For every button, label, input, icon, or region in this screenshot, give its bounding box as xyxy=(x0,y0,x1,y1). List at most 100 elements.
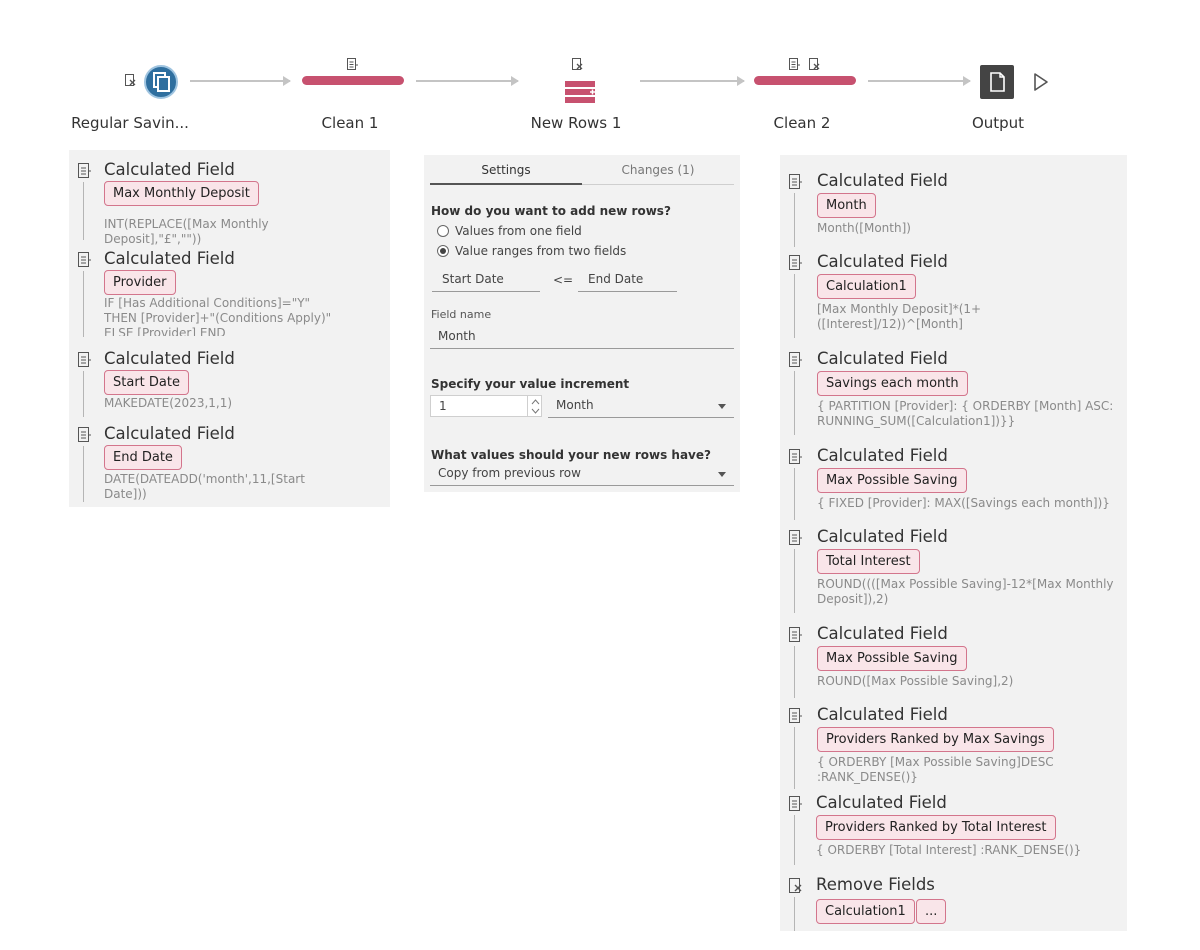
change-step[interactable]: Calculated Field End Date DATE(DATEADD('… xyxy=(69,424,390,504)
step-line xyxy=(794,274,795,338)
calculated-field-icon xyxy=(789,449,802,464)
values-option-value: Copy from previous row xyxy=(438,466,581,480)
field-pill[interactable]: Max Monthly Deposit xyxy=(104,181,259,206)
input-node-label: Regular Savin... xyxy=(71,114,189,132)
calculated-field-icon xyxy=(78,352,91,367)
change-step[interactable]: Calculated Field Max Monthly Deposit INT… xyxy=(69,160,390,246)
change-step[interactable]: Calculated Field Max Possible Saving ROU… xyxy=(780,624,1127,704)
formula-text: MAKEDATE(2023,1,1) xyxy=(104,396,233,410)
radio-value-ranges[interactable] xyxy=(437,245,449,257)
start-field-select[interactable]: Start Date xyxy=(432,268,540,292)
change-step[interactable]: Calculated Field Savings each month { PA… xyxy=(780,349,1127,441)
change-step[interactable]: Remove Fields Calculation1 ... xyxy=(780,875,1127,931)
calculated-field-icon xyxy=(347,58,358,70)
step-line xyxy=(794,193,795,247)
calculated-field-icon xyxy=(789,58,800,70)
field-pill[interactable]: Calculation1 xyxy=(816,899,915,924)
flow-connector xyxy=(868,76,971,86)
clean-1-label: Clean 1 xyxy=(321,114,379,132)
step-title: Calculated Field xyxy=(817,252,948,271)
increment-unit-select[interactable]: Month xyxy=(548,394,734,418)
stepper-divider xyxy=(527,396,528,416)
field-pill[interactable]: Providers Ranked by Max Savings xyxy=(817,727,1054,752)
field-pill[interactable]: Providers Ranked by Total Interest xyxy=(816,815,1056,840)
input-node[interactable] xyxy=(144,65,178,99)
option-two-fields-label: Value ranges from two fields xyxy=(455,244,627,258)
increment-stepper[interactable]: 1 xyxy=(430,395,542,417)
flow-connector xyxy=(190,76,291,86)
values-question: What values should your new rows have? xyxy=(431,448,711,462)
step-line xyxy=(794,468,795,520)
copy-files-icon xyxy=(153,72,170,92)
chevron-down-icon xyxy=(718,472,726,477)
formula-text: DATE(DATEADD('month',11,[Start Date])) xyxy=(104,472,305,501)
change-step[interactable]: Calculated Field Providers Ranked by Max… xyxy=(780,705,1127,793)
field-pill[interactable]: Savings each month xyxy=(817,371,968,396)
change-step[interactable]: Calculated Field Month Month([Month]) xyxy=(780,171,1127,251)
field-pill[interactable]: Max Possible Saving xyxy=(817,468,967,493)
step-title: Calculated Field xyxy=(817,624,948,643)
clean-1-node[interactable] xyxy=(302,76,404,85)
change-step[interactable]: Calculated Field Start Date MAKEDATE(202… xyxy=(69,349,390,419)
step-title: Calculated Field xyxy=(817,349,948,368)
field-pill[interactable]: Provider xyxy=(104,270,176,295)
field-pill[interactable]: Calculation1 xyxy=(817,274,916,299)
change-step[interactable]: Calculated Field Providers Ranked by Tot… xyxy=(780,793,1127,873)
option-one-field-label: Values from one field xyxy=(455,224,582,238)
new-rows-label: New Rows 1 xyxy=(530,114,622,132)
change-step[interactable]: Calculated Field Total Interest ROUND(((… xyxy=(780,527,1127,619)
step-title: Calculated Field xyxy=(816,793,947,812)
output-label: Output xyxy=(971,114,1025,132)
step-title: Calculated Field xyxy=(104,424,235,443)
clean-2-label: Clean 2 xyxy=(773,114,831,132)
step-title: Calculated Field xyxy=(817,527,948,546)
tab-changes[interactable]: Changes (1) xyxy=(582,155,734,185)
formula-text: INT(REPLACE([Max Monthly Deposit],"£",""… xyxy=(104,217,269,246)
remove-fields-icon xyxy=(789,878,802,893)
step-line xyxy=(794,897,795,931)
exclude-icon xyxy=(809,58,820,70)
change-step[interactable]: Calculated Field Max Possible Saving { F… xyxy=(780,446,1127,526)
range-operator: <= xyxy=(553,273,574,287)
document-icon xyxy=(990,72,1005,92)
formula-text: { FIXED [Provider]: MAX([Savings each mo… xyxy=(817,496,1110,510)
step-title: Remove Fields xyxy=(816,875,935,894)
calculated-field-icon xyxy=(789,708,802,723)
end-field-select[interactable]: End Date xyxy=(578,268,677,292)
formula-text: { ORDERBY [Max Possible Saving]DESC :RAN… xyxy=(817,755,1054,784)
stepper-down-icon[interactable] xyxy=(531,408,540,414)
values-select[interactable]: Copy from previous row xyxy=(430,462,734,486)
step-line xyxy=(794,815,795,865)
flow-connector xyxy=(416,76,519,86)
output-node[interactable] xyxy=(980,65,1014,99)
step-line xyxy=(794,549,795,613)
run-flow-icon[interactable] xyxy=(1033,72,1049,92)
field-pill[interactable]: End Date xyxy=(104,445,182,470)
step-line xyxy=(83,371,84,417)
field-name-input[interactable]: Month xyxy=(430,325,734,349)
formula-text: Month([Month]) xyxy=(817,221,911,235)
increment-unit-value: Month xyxy=(556,398,594,412)
radio-values-one-field[interactable] xyxy=(437,225,449,237)
chevron-down-icon xyxy=(718,404,726,409)
field-pill[interactable]: Month xyxy=(817,193,876,218)
more-fields-pill[interactable]: ... xyxy=(916,899,947,924)
step-line xyxy=(83,271,84,337)
change-step[interactable]: Calculated Field Calculation1 [Max Month… xyxy=(780,252,1127,344)
step-title: Calculated Field xyxy=(817,171,948,190)
step-title: Calculated Field xyxy=(817,446,948,465)
field-pill[interactable]: Max Possible Saving xyxy=(817,646,967,671)
change-step[interactable]: Calculated Field Provider IF [Has Additi… xyxy=(69,249,390,339)
stepper-up-icon[interactable] xyxy=(531,399,540,405)
clean-1-changes-panel: Calculated Field Max Monthly Deposit INT… xyxy=(69,150,390,507)
calculated-field-icon xyxy=(789,627,802,642)
clean-2-node[interactable] xyxy=(754,76,856,85)
new-rows-node[interactable] xyxy=(565,81,595,103)
formula-text: ROUND([Max Possible Saving],2) xyxy=(817,674,1014,688)
formula-text: IF [Has Additional Conditions]="Y" THEN … xyxy=(104,296,332,336)
formula-text: { ORDERBY [Total Interest] :RANK_DENSE()… xyxy=(816,843,1082,857)
field-pill[interactable]: Start Date xyxy=(104,370,189,395)
step-title: Calculated Field xyxy=(104,160,235,179)
field-pill[interactable]: Total Interest xyxy=(817,549,920,574)
tab-settings[interactable]: Settings xyxy=(430,155,582,185)
